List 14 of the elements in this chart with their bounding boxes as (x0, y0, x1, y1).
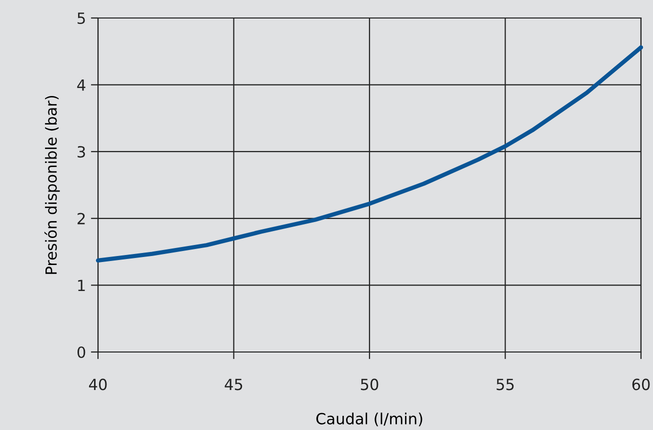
y-tick-label: 5 (78, 12, 85, 24)
y-tick-label: 0 (77, 346, 86, 358)
x-axis-title: Caudal (l/min) (316, 412, 422, 426)
x-tick-label: 60 (632, 378, 650, 390)
x-tick-label: 40 (89, 378, 107, 390)
x-tick-label: 45 (224, 378, 242, 390)
x-tick-label: 55 (496, 378, 514, 390)
y-tick-label: 1 (78, 280, 85, 292)
y-tick-label: 2 (78, 212, 85, 224)
y-tick-label: 3 (78, 146, 85, 158)
x-tick-label: 50 (360, 378, 378, 390)
y-tick-label: 4 (77, 79, 86, 91)
line-series (96, 45, 644, 263)
y-axis-title: Presión disponible (bar) (44, 96, 60, 274)
